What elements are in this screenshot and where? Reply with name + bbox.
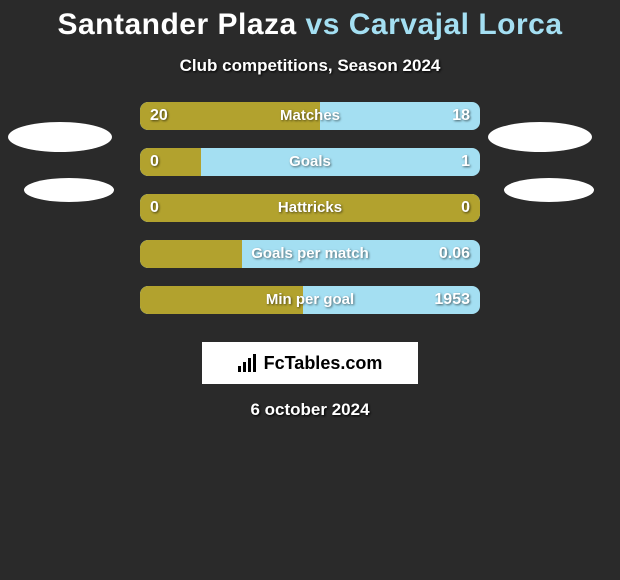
title-left-name: Santander Plaza [57, 8, 296, 41]
stat-bar-left-fill [140, 240, 242, 268]
stat-value-right: 1 [461, 148, 470, 176]
bar-chart-icon [238, 354, 258, 372]
stat-bar-track: Min per goal [140, 286, 480, 314]
stat-row: Hattricks0 0 [0, 194, 620, 240]
stat-row: Goals per match0.06 [0, 240, 620, 286]
stat-value-right: 18 [452, 102, 470, 130]
stat-bar-left-fill [140, 286, 303, 314]
subtitle: Club competitions, Season 2024 [0, 56, 620, 76]
source-logo: FcTables.com [202, 342, 418, 384]
stat-row: Min per goal1953 [0, 286, 620, 332]
stat-bar-track: Hattricks [140, 194, 480, 222]
stat-bar-track: Goals [140, 148, 480, 176]
stat-value-left: 0 [150, 148, 159, 176]
stat-bar-track: Goals per match [140, 240, 480, 268]
stat-value-left: 0 [150, 194, 159, 222]
stat-value-right: 1953 [434, 286, 470, 314]
source-logo-label: FcTables.com [264, 353, 383, 374]
title-vs: vs [306, 8, 340, 41]
title-right-name: Carvajal Lorca [349, 8, 563, 41]
stat-rows: Matches2018Goals01Hattricks00Goals per m… [0, 102, 620, 332]
stat-bar-left-fill [140, 194, 480, 222]
source-logo-text: FcTables.com [238, 353, 383, 374]
stat-row: Goals0 1 [0, 148, 620, 194]
stat-value-right: 0 [461, 194, 470, 222]
stat-row: Matches20 18 [0, 102, 620, 148]
date-label: 6 october 2024 [0, 400, 620, 420]
comparison-card: Santander Plaza vs Carvajal Lorca Club c… [0, 0, 620, 420]
stat-bar-track: Matches [140, 102, 480, 130]
page-title: Santander Plaza vs Carvajal Lorca [0, 0, 620, 42]
stat-value-right: 0.06 [439, 240, 470, 268]
stat-value-left: 20 [150, 102, 168, 130]
